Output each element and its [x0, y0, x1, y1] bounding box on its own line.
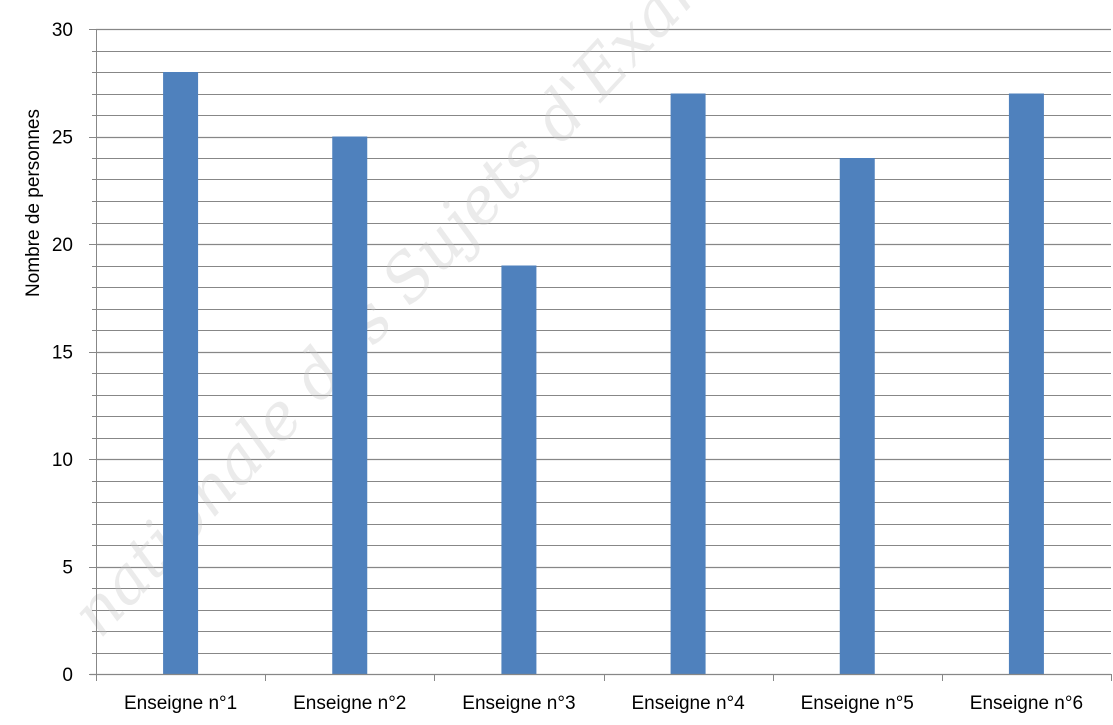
x-tick-label: Enseigne n°5 — [801, 693, 914, 714]
y-tick-label: 5 — [62, 558, 73, 579]
axes — [89, 29, 1112, 681]
x-tick-label: Enseigne n°6 — [970, 693, 1083, 714]
bar — [1008, 93, 1044, 674]
bars — [163, 72, 1044, 674]
x-tick-label: Enseigne n°3 — [462, 693, 575, 714]
y-tick-label: 15 — [52, 343, 73, 364]
x-tick-label: Enseigne n°4 — [631, 693, 745, 714]
y-tick-label: 0 — [62, 665, 73, 686]
bar — [670, 93, 706, 674]
y-tick-label: 10 — [52, 450, 73, 471]
y-tick-label: 30 — [52, 20, 73, 41]
bar — [839, 158, 875, 674]
y-tick-labels: 0 5 10 15 20 25 30 — [52, 20, 73, 686]
y-axis-title: Nombre de personnes — [23, 109, 44, 297]
y-tick-label: 25 — [52, 128, 73, 149]
x-tick-label: Enseigne n°2 — [293, 693, 406, 714]
x-tick-labels: Enseigne n°1 Enseigne n°2 Enseigne n°3 Ense… — [124, 693, 1083, 714]
bar — [163, 72, 199, 674]
bar — [501, 265, 537, 674]
bar — [332, 136, 368, 674]
x-tick-label: Enseigne n°1 — [124, 693, 237, 714]
gridlines — [96, 28, 1111, 654]
y-tick-label: 20 — [52, 235, 73, 256]
